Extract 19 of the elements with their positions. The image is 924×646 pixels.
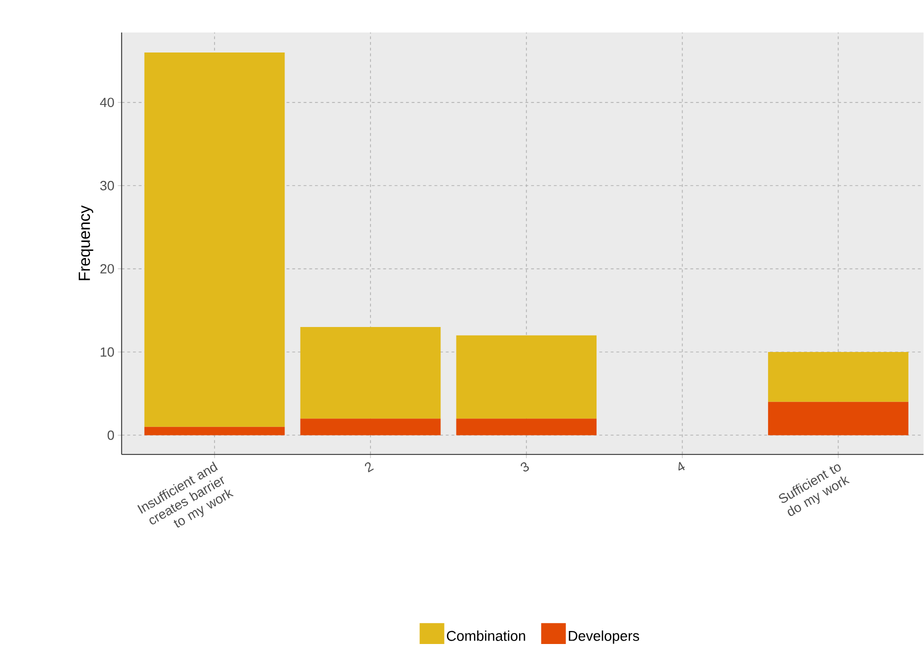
bar [144,52,285,427]
y-axis-title: Frequency [78,205,94,280]
x-tick-label: 4 [678,462,685,471]
bar [768,402,908,436]
bar [768,352,908,402]
y-tick-label: 10 [100,347,114,357]
bar [144,426,285,436]
y-tick-label: 20 [100,264,114,274]
y-tick-label: 40 [100,98,114,108]
x-tick-label: 2 [364,462,374,472]
bar [300,418,441,436]
bar [456,418,597,436]
bar [300,327,441,419]
y-tick-label: 30 [100,180,114,190]
bar [456,335,597,419]
y-tick-label: 0 [108,430,114,440]
x-tick-label: 3 [520,462,529,472]
legend-label: Developers [568,630,640,644]
legend-label: Combination [446,630,526,641]
